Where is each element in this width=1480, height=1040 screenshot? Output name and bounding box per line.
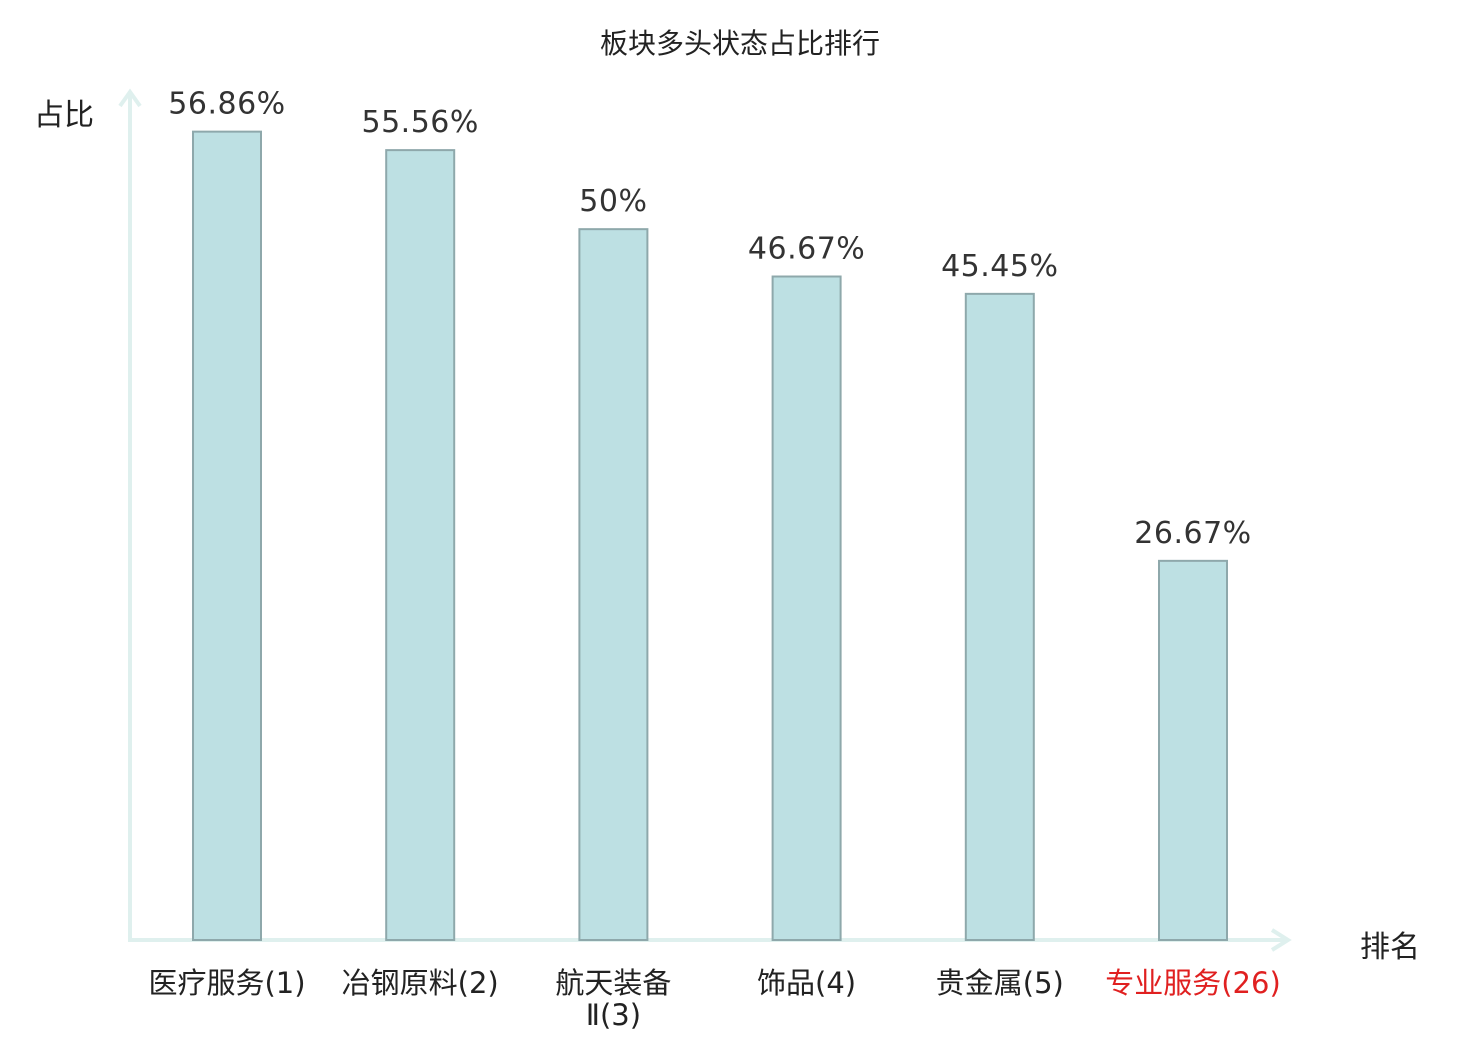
- category-tick-label: 医疗服务(1): [148, 966, 305, 1000]
- category-tick-label: 航天装备 Ⅱ(3): [555, 966, 671, 1032]
- y-axis-arrow: [118, 88, 142, 108]
- data-label: 56.86%: [168, 87, 285, 122]
- category-tick-label: 专业服务(26): [1105, 966, 1281, 1000]
- bar: [192, 130, 262, 942]
- bar: [964, 292, 1035, 942]
- data-label: 26.67%: [1134, 516, 1251, 551]
- bar: [578, 228, 649, 941]
- y-axis-label: 占比: [34, 98, 94, 133]
- x-axis-label: 排名: [1360, 930, 1420, 965]
- category-tick-label: 饰品(4): [757, 966, 856, 1000]
- data-label: 50%: [579, 184, 647, 219]
- data-label: 45.45%: [941, 249, 1058, 284]
- category-tick-label: 冶钢原料(2): [342, 966, 499, 1000]
- bar: [1158, 559, 1228, 941]
- data-label: 46.67%: [748, 232, 865, 267]
- chart-title: 板块多头状态占比排行: [599, 27, 880, 60]
- x-axis-arrow: [1270, 928, 1292, 952]
- category-tick-label: 贵金属(5): [936, 966, 1064, 1000]
- bar: [771, 275, 842, 941]
- bar: [385, 149, 456, 941]
- data-label: 55.56%: [362, 105, 479, 140]
